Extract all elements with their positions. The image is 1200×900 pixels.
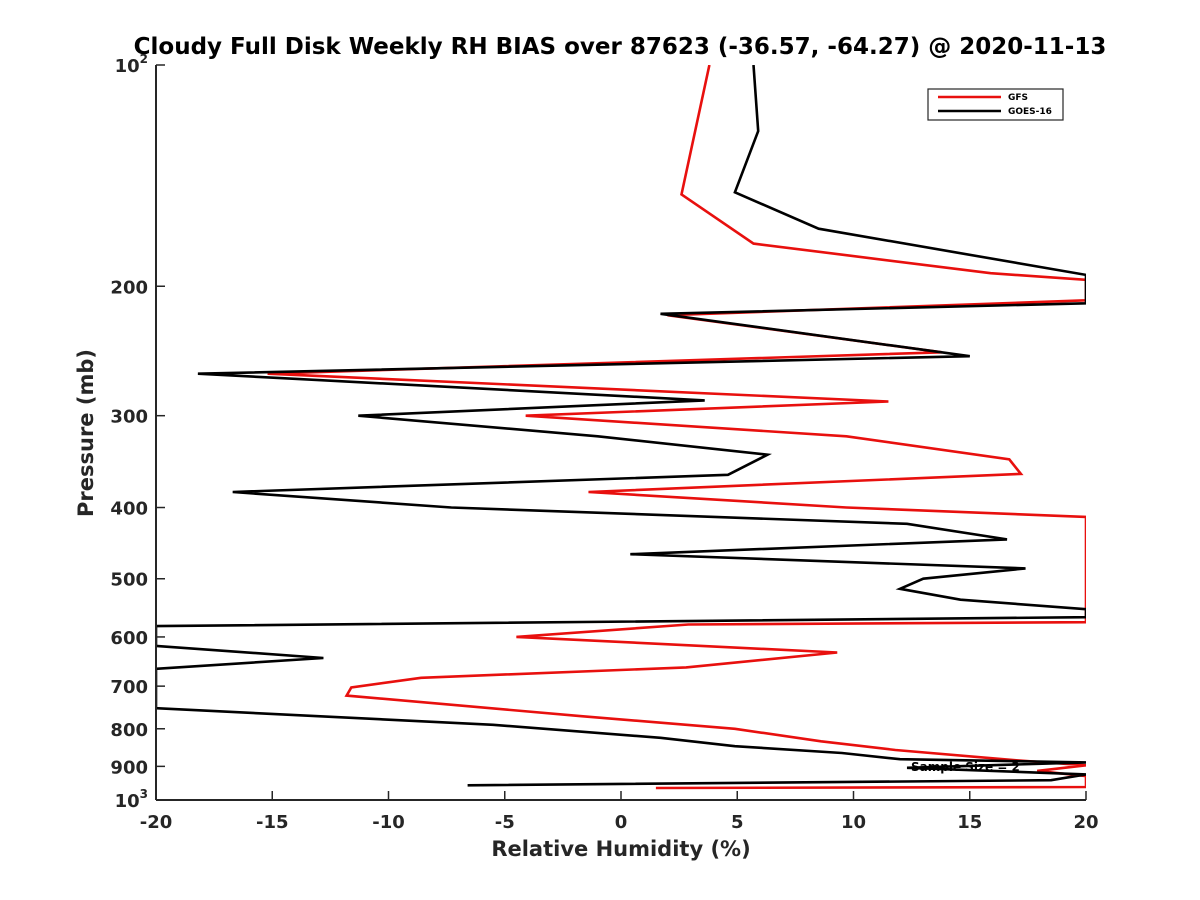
legend-box — [927, 88, 1064, 121]
x-tick-label: -15 — [256, 812, 289, 833]
legend: GFS GOES-16 — [927, 88, 1064, 121]
series-layer — [156, 65, 1086, 790]
x-ticks: -20 -15 -10 -5 0 5 10 15 20 — [140, 791, 1099, 833]
legend-label-goes-16: GOES-16 — [1008, 107, 1052, 117]
series-line-goes-16 — [156, 65, 1086, 787]
y-tick-label: 700 — [110, 677, 148, 698]
x-tick-label: -5 — [495, 812, 515, 833]
y-tick-label: 900 — [110, 757, 148, 778]
axes — [155, 65, 1086, 801]
y-tick-label: 200 — [110, 277, 148, 298]
legend-label-gfs: GFS — [1008, 93, 1028, 103]
y-tick-label: 300 — [110, 407, 148, 428]
chart-title: Cloudy Full Disk Weekly RH BIAS over 876… — [134, 34, 1107, 60]
y-tick-label: 400 — [110, 499, 148, 520]
sample-size-annotation: Sample Size = 2 — [911, 760, 1020, 774]
x-tick-label: 10 — [841, 812, 866, 833]
y-tick-label: 600 — [110, 628, 148, 649]
y-tick-label: 102 — [115, 52, 148, 77]
y-axis-label: Pressure (mb) — [74, 349, 98, 517]
y-ticks: 102 200 300 400 500 600 700 800 900 103 — [110, 52, 165, 812]
y-tick-label: 500 — [110, 570, 148, 591]
series-line-gfs — [267, 65, 1086, 790]
x-tick-label: -20 — [140, 812, 173, 833]
x-axis-label: Relative Humidity (%) — [491, 837, 750, 861]
y-tick-label: 800 — [110, 720, 148, 741]
y-tick-label: 103 — [115, 787, 148, 812]
x-tick-label: -10 — [372, 812, 405, 833]
x-tick-label: 15 — [957, 812, 982, 833]
x-tick-label: 0 — [615, 812, 628, 833]
x-tick-label: 20 — [1073, 812, 1098, 833]
x-tick-label: 5 — [731, 812, 744, 833]
